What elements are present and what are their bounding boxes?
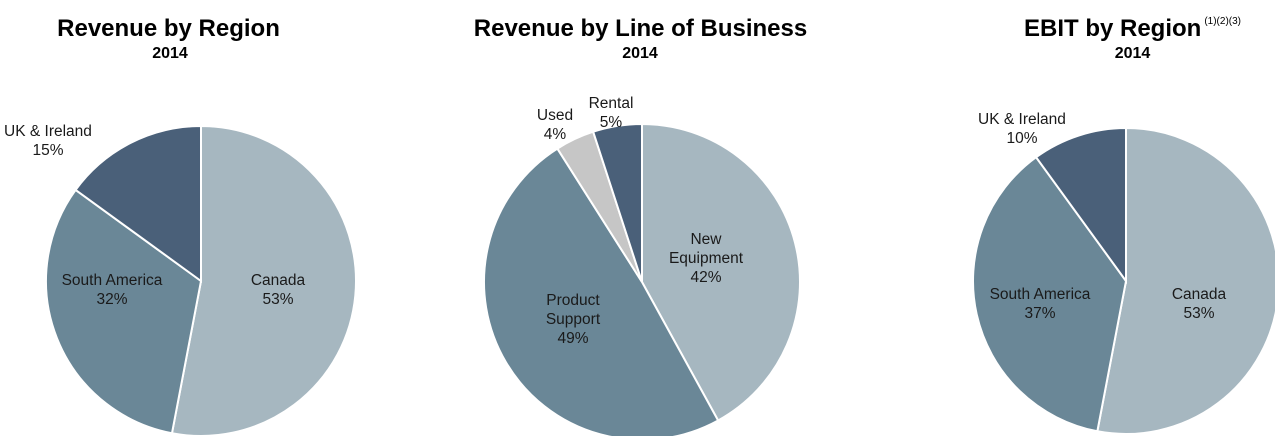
slice-label: South America 37% — [990, 286, 1091, 322]
slice-label: Canada 53% — [251, 272, 306, 308]
chart-title: EBIT by Region (1)(2)(3) — [1023, 15, 1241, 42]
pie-slice — [74, 124, 202, 283]
pie-revenue-by-region: Canada 53% South America 32% UK & Ireland 15% — [4, 123, 357, 436]
slice-label: Canada 53% — [1172, 286, 1227, 322]
chart-revenue-by-region: Revenue by Region 2014 Canada 53% South Am… — [0, 0, 420, 436]
pie-slice — [972, 155, 1128, 433]
chart-subtitle: 2014 — [152, 45, 188, 62]
chart-title: Revenue by Region — [57, 15, 280, 42]
slice-label: Product Support 49% — [546, 292, 601, 347]
pie-ebit-by-region: Canada 53% South America 37% UK & Ireland 10% — [972, 111, 1275, 435]
pie-slice — [1096, 126, 1275, 435]
slice-label: Rental 5% — [589, 95, 634, 131]
pie-slice — [170, 124, 357, 436]
pie-slice — [641, 122, 801, 422]
slice-label: UK & Ireland 15% — [4, 123, 92, 159]
slice-label: UK & Ireland 10% — [978, 111, 1066, 147]
chart-revenue-by-line-of-business: Revenue by Line of Business 2014 New Equi… — [420, 0, 860, 436]
chart-subtitle: 2014 — [1114, 45, 1151, 62]
chart-footnote: (1)(2)(3) — [1204, 16, 1241, 27]
pie-revenue-by-line-of-business: New Equipment 42% Product Support 49% Used 4% Re… — [483, 95, 801, 436]
slice-label: Used 4% — [537, 107, 573, 143]
pie-slice — [45, 188, 203, 435]
pie-slice — [591, 122, 643, 283]
pie-slice — [483, 147, 720, 436]
slice-label: South America 32% — [62, 272, 163, 308]
chart-subtitle: 2014 — [622, 45, 658, 62]
chart-title: Revenue by Line of Business — [473, 15, 808, 42]
slice-label: New Equipment 42% — [669, 231, 744, 286]
chart-ebit-by-region: EBIT by Region (1)(2)(3) 2014 Canada 53% So… — [860, 0, 1275, 436]
pie-slice — [1034, 126, 1127, 285]
